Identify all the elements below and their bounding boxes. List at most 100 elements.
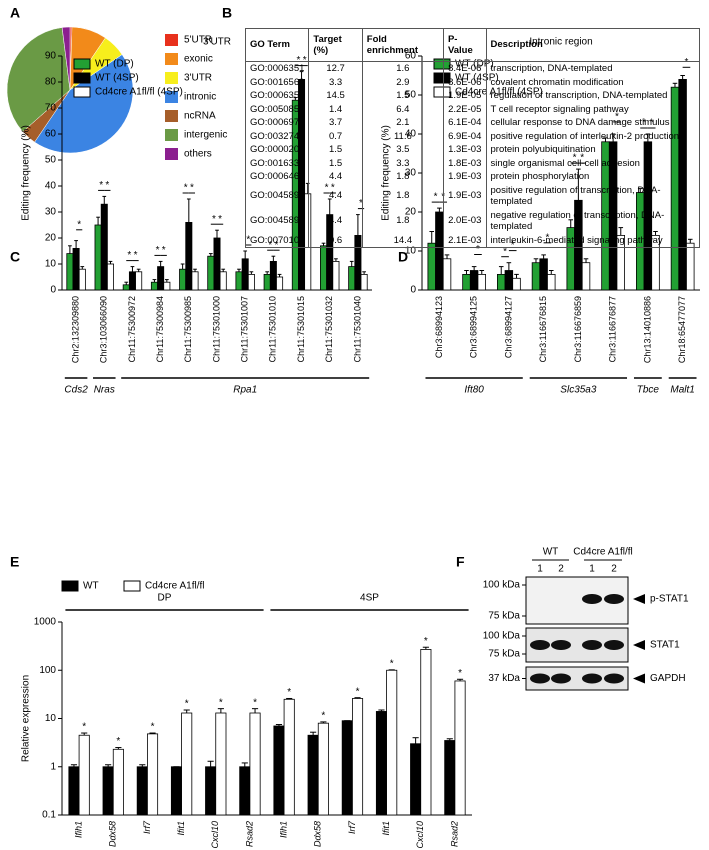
blot-band — [530, 640, 550, 650]
table-cell: single organismal cell-cell adhesion — [485, 156, 701, 170]
bar — [191, 271, 199, 291]
x-tick-label: Ddx58 — [108, 821, 118, 847]
y-tick-label: 0 — [410, 285, 416, 296]
table-cell: 1.9E-03 — [442, 183, 487, 209]
bar — [239, 766, 251, 816]
significance-star: * — [390, 658, 394, 669]
bar — [135, 271, 143, 291]
table-cell: 6.9E-04 — [442, 129, 487, 143]
y-tick-label: 80 — [45, 77, 57, 88]
table-cell: GO:0045892 — [244, 208, 310, 234]
bar — [247, 273, 255, 291]
y-tick-label: 20 — [45, 233, 57, 244]
group-label: Ift80 — [464, 385, 484, 396]
table-row: GO:0000209 1.5 3.5 1.3E-03 protein polyubiqu… — [244, 143, 701, 157]
table-cell: 1.8E-03 — [442, 156, 487, 170]
x-tick-label: Chr11:75300985 — [183, 296, 193, 362]
table-cell: negative regulation of transcription, DN… — [485, 208, 701, 234]
blot-band — [551, 673, 571, 684]
pie-slice — [61, 26, 71, 91]
x-tick-label: Chr18:65477077 — [677, 296, 687, 363]
blot-band — [604, 640, 624, 650]
table-cell: positive regulation of interleukin-2 pro… — [485, 129, 701, 143]
table-cell: GO:0050852 — [244, 102, 310, 116]
bar — [102, 766, 114, 816]
legend-swatch — [165, 148, 178, 160]
legend-label: intergenic — [184, 130, 227, 141]
x-tick-label: Ifih1 — [73, 821, 83, 838]
legend-swatch — [123, 580, 141, 592]
bar — [235, 271, 243, 291]
bar — [547, 273, 556, 291]
table-row: GO:0006974 3.7 2.1 6.1E-04 cellular response… — [244, 116, 701, 130]
table-row: GO:0045893 4.4 1.8 1.9E-03 positive regulati… — [244, 183, 701, 209]
significance-star: * — [105, 180, 109, 191]
bar — [477, 273, 486, 291]
table-cell: 3.5 — [361, 143, 444, 157]
legend-label: WT (DP) — [95, 59, 134, 70]
bar — [444, 740, 456, 816]
blot-band — [582, 673, 602, 684]
bar — [147, 733, 159, 816]
x-tick-label: Chr3:116676815 — [538, 296, 548, 362]
bar — [66, 253, 74, 291]
lane-label: 1 — [589, 564, 595, 575]
table-cell: regulation of transcription, DNA-templat… — [485, 89, 701, 103]
table-cell: 1.5 — [361, 89, 444, 103]
table-cell: GO:0070102 — [244, 233, 310, 248]
significance-star: * — [162, 245, 166, 256]
marker-label: 75 kDa — [488, 611, 520, 622]
table-cell: 8.6E-06 — [442, 75, 487, 89]
table-row: GO:0032743 0.7 11.6 6.9E-04 positive regulat… — [244, 129, 701, 143]
bar — [420, 649, 432, 816]
significance-star: * — [253, 697, 257, 708]
legend-label: others — [184, 149, 212, 160]
x-tick-label: Cxcl10 — [415, 821, 425, 849]
x-tick-label: Chr11:75301032 — [324, 296, 334, 362]
table-cell: 12.7 — [308, 61, 363, 76]
significance-star: * — [77, 219, 81, 230]
bar — [504, 270, 514, 291]
table-cell: 3.3 — [308, 75, 363, 89]
panel-label: B — [222, 5, 232, 21]
bar — [442, 258, 452, 291]
bar — [94, 224, 102, 291]
x-tick-label: Chr3:116676859 — [573, 296, 583, 362]
group-label: DP — [158, 593, 172, 604]
table-cell: GO:0006974 — [244, 116, 310, 130]
table-cell: 1.8 — [361, 170, 444, 184]
y-tick-label: 1000 — [34, 617, 57, 628]
group-label: Slc35a3 — [560, 385, 597, 396]
bar — [341, 720, 353, 816]
y-tick-label: 10 — [45, 259, 57, 270]
band-label: p-STAT1 — [650, 594, 689, 605]
x-tick-label: Chr11:75301040 — [352, 296, 362, 362]
panel-label: E — [10, 554, 19, 570]
bar — [469, 270, 479, 291]
table-row: GO:0016337 1.5 3.3 1.8E-03 single organismal… — [244, 156, 701, 170]
legend-label: 5'UTR — [184, 35, 212, 46]
x-tick-label: Chr13:14010886 — [642, 296, 652, 363]
column-header: Description — [485, 28, 701, 62]
table-cell: GO:0006351 — [244, 61, 310, 76]
bar — [128, 271, 136, 291]
bar — [100, 203, 108, 291]
legend-swatch — [73, 86, 91, 98]
bar — [497, 273, 506, 291]
bar — [269, 260, 277, 291]
legend-label: 3'UTR — [184, 73, 212, 84]
significance-star: * — [116, 736, 120, 747]
table-cell: 1.9E-03 — [442, 170, 487, 184]
table-cell: 6.4 — [361, 102, 444, 116]
table-cell: 11.6 — [361, 129, 444, 143]
bar — [276, 276, 284, 291]
x-tick-label: Chr3:116676877 — [608, 296, 618, 362]
significance-star: * — [476, 244, 480, 255]
lane-label: 2 — [611, 564, 617, 575]
group-label: Nras — [94, 385, 115, 396]
significance-star: * — [424, 636, 428, 647]
bar — [179, 268, 187, 291]
significance-star: * — [356, 686, 360, 697]
significance-star: * — [127, 250, 131, 261]
chart-title: 3'UTR — [203, 37, 231, 48]
